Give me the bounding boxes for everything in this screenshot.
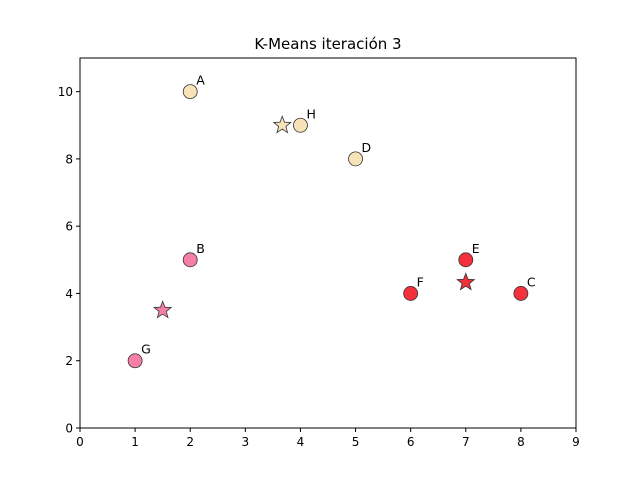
data-point-f: [403, 286, 419, 301]
x-tick-label: 9: [572, 435, 580, 449]
point-label-c: C: [527, 274, 536, 289]
data-point-d: [348, 151, 363, 167]
point-label-g: G: [141, 342, 151, 357]
data-point-e: [458, 252, 474, 268]
centroids-layer: [153, 115, 476, 319]
plot-area-frame: [79, 57, 577, 429]
centroid-star-0: [272, 115, 292, 134]
data-point-h: [293, 117, 308, 133]
point-label-d: D: [362, 140, 372, 155]
data-points-layer: [127, 84, 529, 369]
x-tick-label: 1: [131, 435, 139, 449]
centroid-star-2: [456, 272, 476, 291]
x-tick-label: 2: [186, 435, 194, 449]
centroid-star-1: [153, 300, 173, 319]
data-point-b: [182, 252, 198, 268]
y-tick-label: 6: [65, 220, 73, 234]
x-tick-label: 3: [242, 435, 250, 449]
x-tick-label: 5: [352, 435, 360, 449]
x-tick-label: 6: [407, 435, 415, 449]
y-tick-label: 10: [58, 85, 73, 99]
x-tick-label: 4: [297, 435, 305, 449]
data-point-g: [127, 353, 143, 369]
point-label-h: H: [306, 106, 315, 121]
x-tick-label: 7: [462, 435, 470, 449]
point-label-a: A: [196, 73, 205, 88]
point-label-e: E: [472, 241, 480, 256]
y-tick-label: 2: [65, 354, 73, 368]
x-axis: 0 1 2 3 4 5 6 7 8 9: [76, 428, 580, 449]
data-point-a: [182, 84, 198, 100]
y-tick-label: 4: [65, 287, 73, 301]
point-labels-layer: A H D B G E F C: [141, 73, 536, 357]
point-label-f: F: [417, 274, 424, 289]
y-tick-label: 8: [65, 152, 73, 166]
chart-title: K-Means iteración 3: [254, 35, 401, 53]
x-tick-label: 0: [76, 435, 84, 449]
y-axis: 0 2 4 6 8 10: [58, 85, 80, 436]
x-tick-label: 8: [517, 435, 525, 449]
y-tick-label: 0: [65, 422, 73, 436]
point-label-b: B: [196, 241, 205, 256]
data-point-c: [513, 286, 529, 301]
